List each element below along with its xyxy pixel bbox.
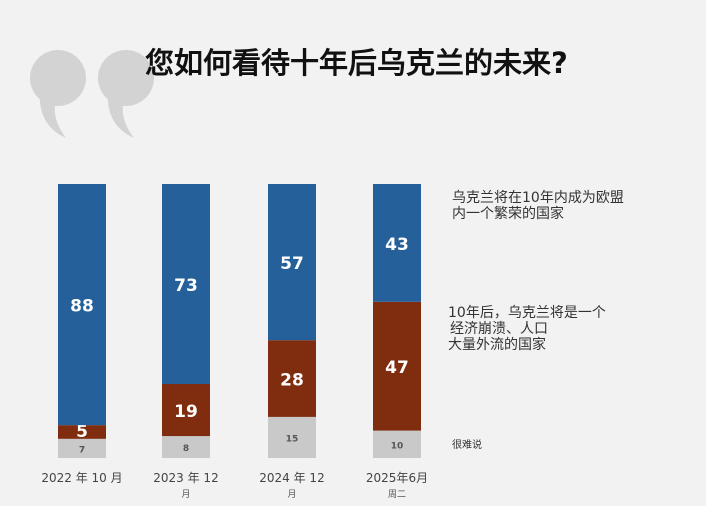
x-tick-sublabel-1: 月 [181, 489, 190, 500]
bar-segment-1-0 [162, 436, 210, 458]
legend-brown: 10年后，乌克兰将是一个 经济崩溃、人口 大量外流的国家 [448, 305, 606, 353]
data-label-3-2: 43 [385, 235, 409, 255]
x-tick-sublabel-3: 周二 [388, 489, 406, 500]
quote-mark-icon [30, 50, 154, 138]
bar-segment-0-1 [58, 425, 106, 439]
bar-segment-3-0 [373, 430, 421, 458]
x-tick-sublabel-2: 月 [287, 489, 296, 500]
bar-segment-0-0 [58, 438, 106, 458]
data-label-2-1: 28 [280, 371, 304, 391]
bar-segment-2-2 [268, 184, 316, 341]
data-label-3-0: 10 [391, 441, 404, 451]
data-label-1-2: 73 [174, 276, 198, 296]
data-label-0-1: 5 [76, 422, 88, 442]
legend-brown-line-2: 经济崩溃、人口 [450, 321, 548, 337]
legend-blue: 乌克兰将在10年内成为欧盟 内一个繁荣的国家 [452, 190, 624, 222]
bar-segment-2-1 [268, 340, 316, 417]
chart-title: 您如何看待十年后乌克兰的未来? [145, 46, 568, 80]
data-label-1-1: 19 [174, 402, 198, 422]
bar-segment-3-2 [373, 184, 421, 302]
data-label-2-0: 15 [286, 434, 299, 444]
legend-gray: 很难说 [452, 438, 482, 454]
data-label-0-0: 7 [79, 445, 85, 455]
data-label-0-2: 88 [70, 297, 94, 317]
data-label-3-1: 47 [385, 358, 409, 378]
x-tick-label-0: 2022 年 10 月 [41, 471, 122, 485]
legend-gray-line-1: 很难说 [452, 440, 482, 451]
x-tick-label-3: 2025年6月 [366, 471, 428, 485]
x-tick-label-2: 2024 年 12 [259, 471, 324, 485]
bar-segment-1-2 [162, 184, 210, 385]
legend-brown-line-3: 大量外流的国家 [448, 337, 546, 353]
bar-segment-3-1 [373, 301, 421, 431]
x-tick-label-1: 2023 年 12 [153, 471, 218, 485]
bar-segment-1-1 [162, 384, 210, 437]
data-label-2-2: 57 [280, 254, 304, 274]
bar-segment-0-2 [58, 184, 106, 426]
legend-blue-line-1: 乌克兰将在10年内成为欧盟 [452, 190, 624, 206]
legend-blue-line-2: 内一个繁荣的国家 [452, 206, 564, 222]
legend-brown-line-1: 10年后，乌克兰将是一个 [448, 305, 606, 321]
data-label-1-0: 8 [183, 444, 189, 454]
bar-segment-2-0 [268, 416, 316, 458]
